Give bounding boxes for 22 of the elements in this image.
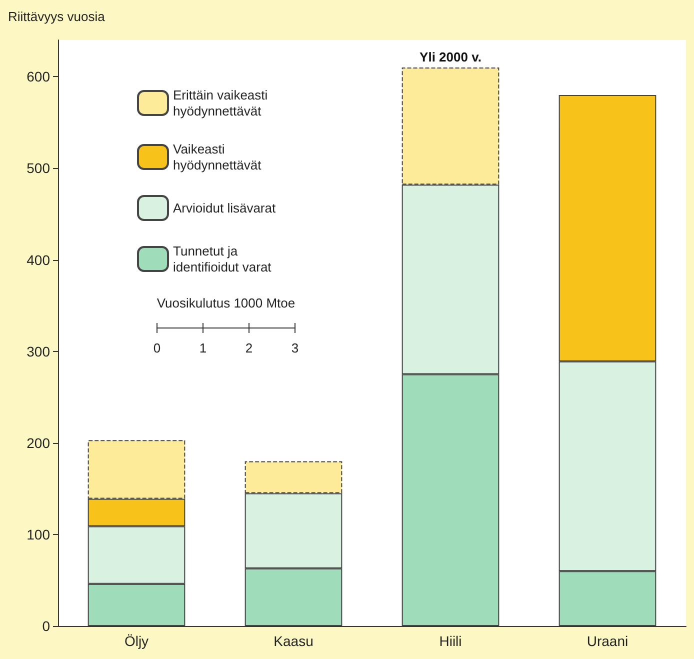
y-tick-label: 600: [26, 68, 50, 85]
legend-label: Erittäin vaikeasti hyödynnettävät: [173, 88, 272, 118]
x-tick-label: Öljy: [124, 633, 149, 649]
legend-label: Tunnetut ja identifioidut varat: [173, 244, 272, 274]
y-tick-label: 500: [26, 160, 50, 176]
x-tick-label: Uraani: [586, 633, 628, 649]
y-tick-label: 300: [26, 343, 50, 360]
annotation: 3: [291, 340, 299, 356]
y-tick-label: 400: [26, 252, 50, 268]
annotation: Vuosikulutus 1000 Mtoe: [156, 296, 296, 310]
annotation: 0: [153, 340, 161, 356]
annotation: 1: [199, 340, 207, 356]
annotation: 2: [245, 340, 253, 356]
y-tick-label: 200: [26, 434, 50, 451]
legend-label: Vaikeasti hyödynnettävät: [173, 142, 262, 172]
x-tick-label: Hiili: [439, 633, 462, 649]
x-tick-label: Kaasu: [274, 633, 314, 649]
y-axis-title: Riittävyys vuosia: [8, 9, 106, 24]
y-tick-label: 100: [26, 526, 50, 542]
annotation: Yli 2000 v.: [420, 49, 482, 64]
y-tick-label: 0: [42, 618, 50, 634]
legend-label: Arvioidut lisävarat: [173, 200, 276, 216]
